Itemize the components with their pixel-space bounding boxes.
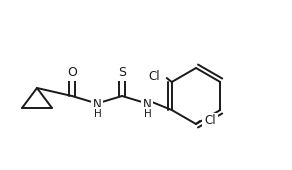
Text: O: O	[67, 66, 77, 80]
Text: S: S	[118, 66, 126, 80]
Text: H: H	[144, 109, 152, 119]
Text: H: H	[94, 109, 102, 119]
Text: N: N	[93, 98, 101, 112]
Text: Cl: Cl	[204, 115, 216, 128]
Text: Cl: Cl	[148, 71, 159, 83]
Text: N: N	[142, 98, 151, 112]
